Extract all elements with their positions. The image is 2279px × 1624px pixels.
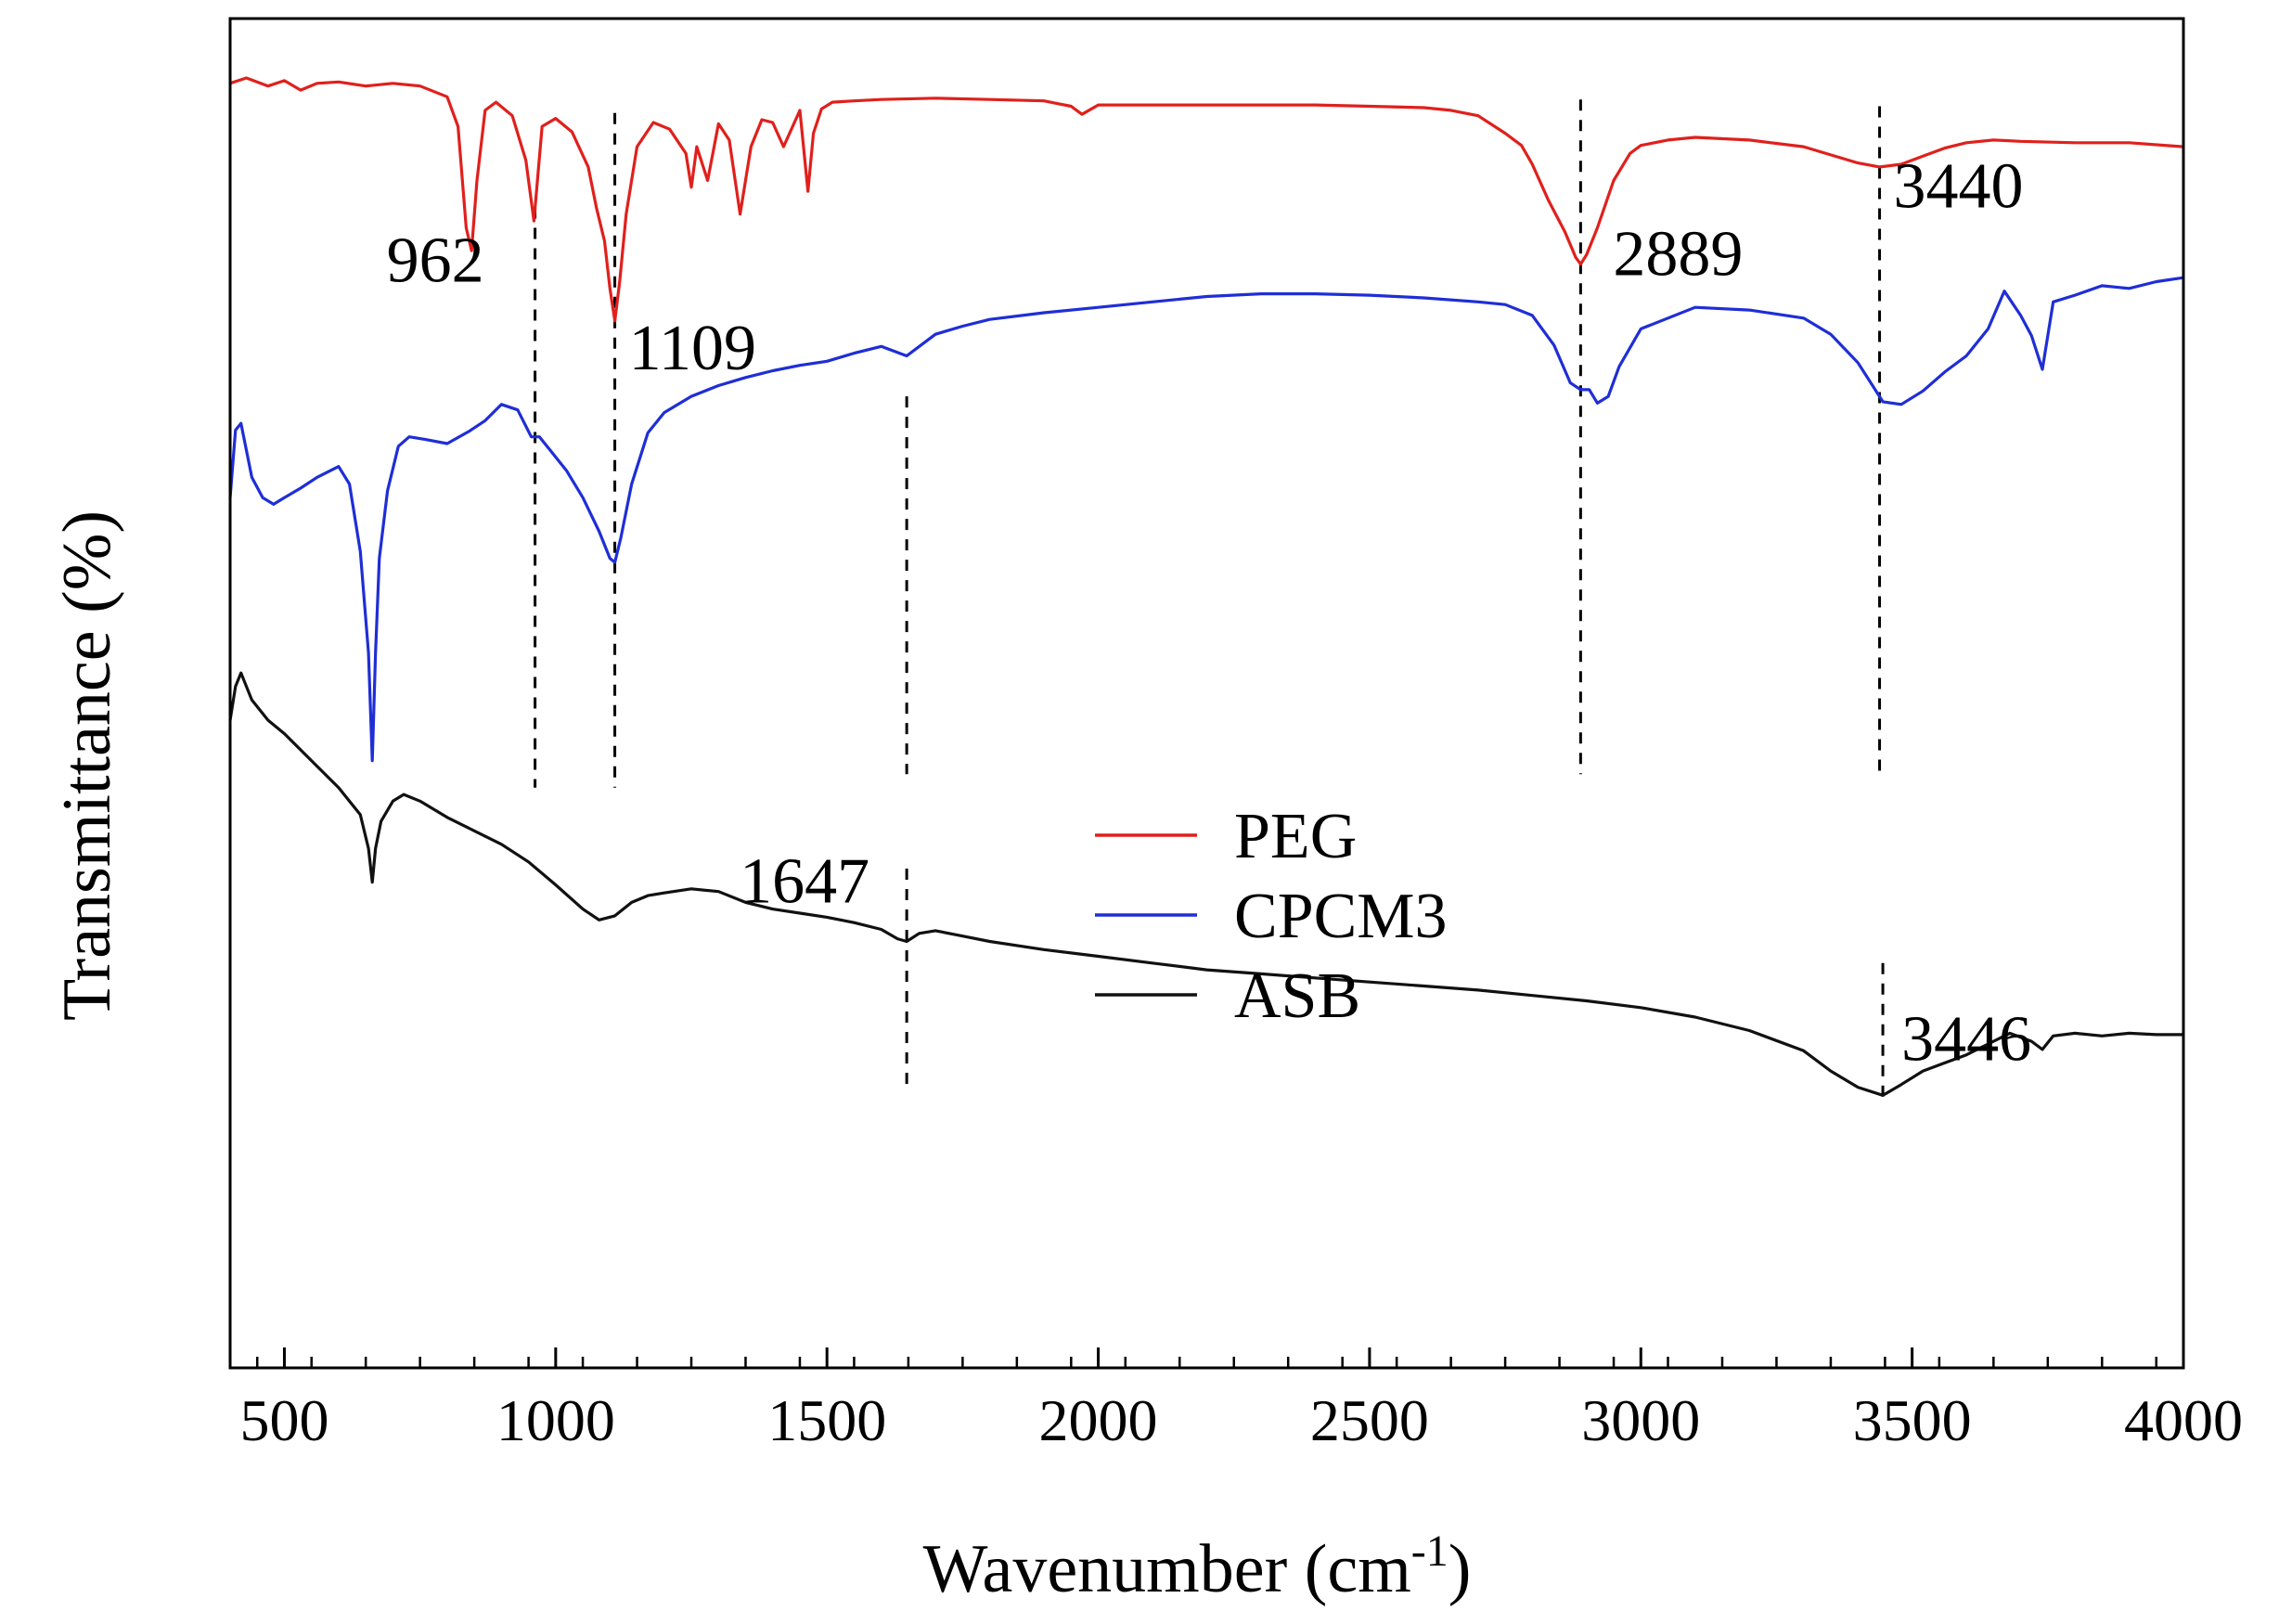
x-tick-label: 4000 (2124, 1387, 2243, 1453)
y-axis-title: Transmittance (%) (49, 510, 125, 1021)
x-tick-label: 2500 (1310, 1387, 1429, 1453)
legend-label-peg: PEG (1234, 801, 1357, 872)
peak-label-1109: 1109 (629, 313, 756, 384)
peak-label-2889: 2889 (1613, 218, 1743, 290)
legend-label-asb: ASB (1234, 960, 1360, 1032)
x-tick-label: 2000 (1039, 1387, 1158, 1453)
x-axis-tick-labels: 500 1000 1500 2000 2500 3000 3500 4000 (239, 1387, 2243, 1453)
peak-annotations: 962 1109 2889 3440 1647 3446 (387, 151, 2031, 1076)
peak-label-3440: 3440 (1894, 151, 2024, 223)
x-tick-label: 3000 (1581, 1387, 1700, 1453)
peak-label-1647: 1647 (740, 845, 869, 917)
series-layer (228, 76, 2184, 1097)
x-tick-label: 500 (239, 1387, 328, 1453)
series-line-asb (228, 671, 2183, 1097)
legend: PEG CPCM3 ASB (1095, 801, 1448, 1032)
legend-label-cpcm3: CPCM3 (1234, 881, 1448, 952)
x-tick-label: 1000 (496, 1387, 615, 1453)
x-axis-ticks (255, 1347, 2185, 1368)
series-line-peg (229, 76, 2184, 323)
series-line-cpcm3 (228, 276, 2184, 763)
peak-label-962: 962 (387, 226, 484, 297)
reference-lines (534, 99, 1885, 1099)
plot-area-frame (228, 17, 2185, 1370)
x-axis-title: Wavenumber (cm-1) (923, 1527, 1472, 1607)
x-tick-label: 3500 (1853, 1387, 1972, 1453)
peak-label-3446: 3446 (1901, 1003, 2031, 1075)
x-tick-label: 1500 (767, 1387, 886, 1453)
